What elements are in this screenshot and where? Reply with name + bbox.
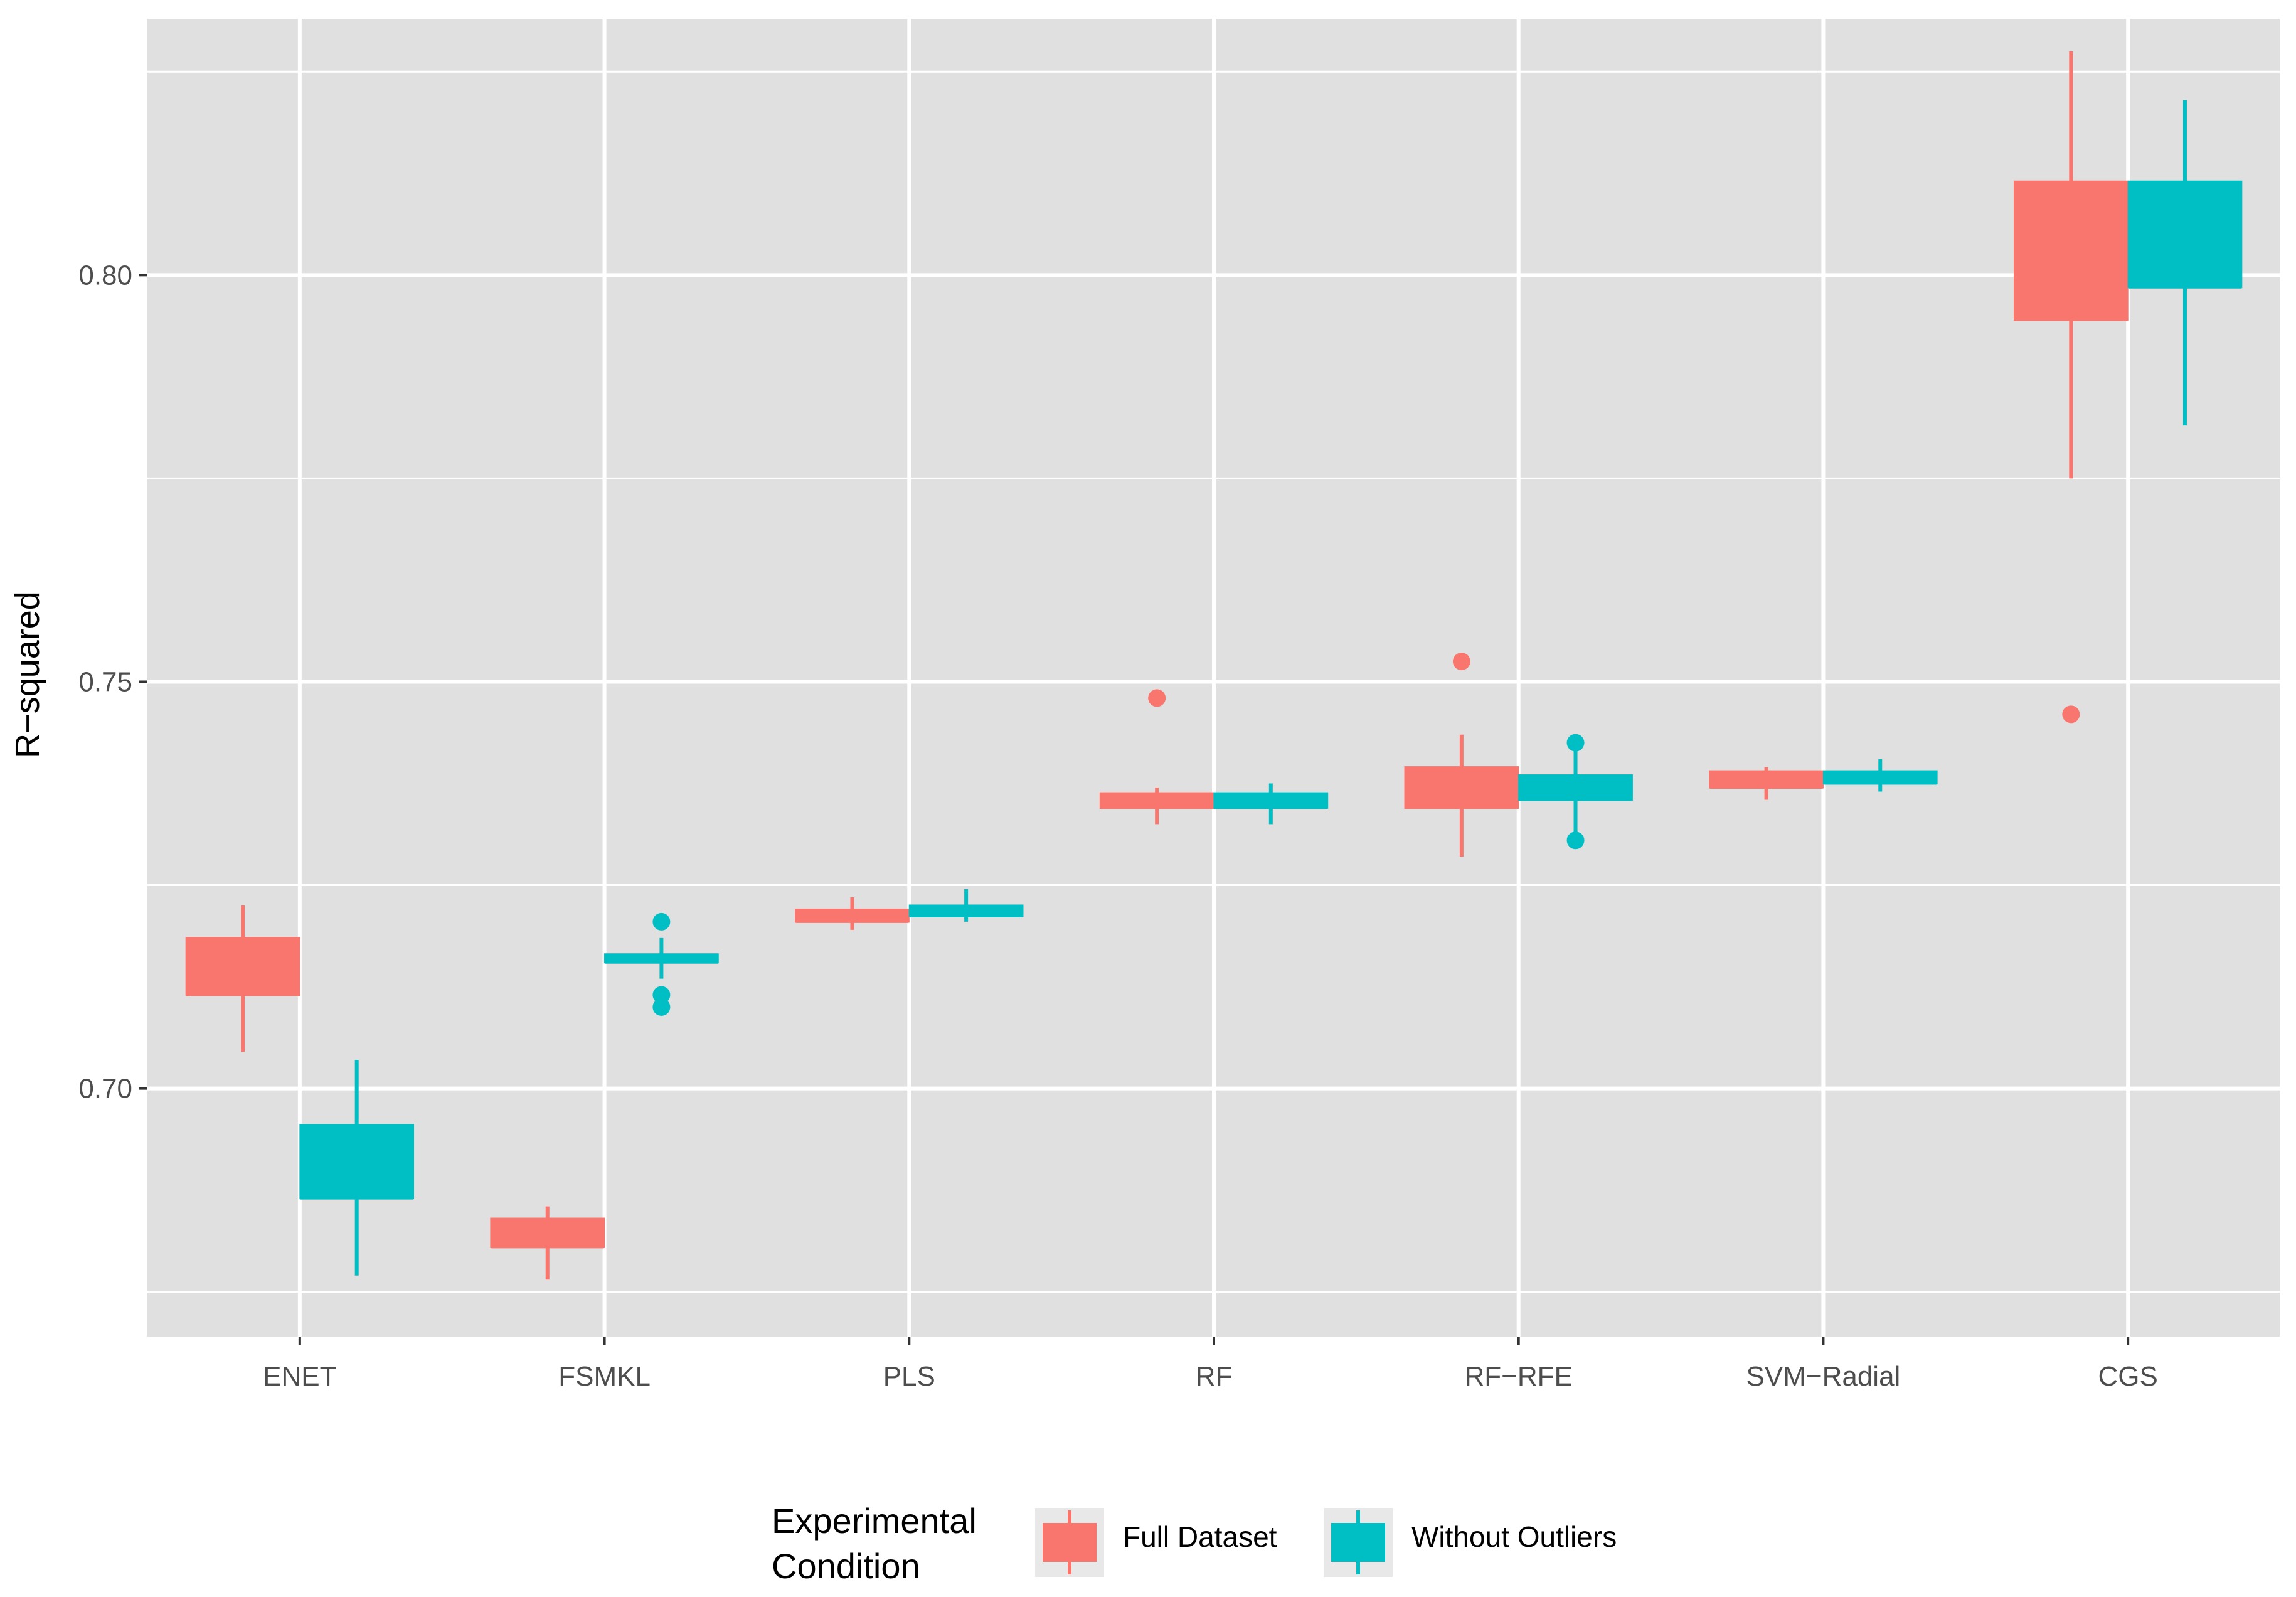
box-1-4 bbox=[1518, 734, 1633, 850]
outlier-point-0 bbox=[1148, 689, 1166, 707]
box-1-2 bbox=[908, 889, 1024, 922]
box-0-1 bbox=[490, 1206, 605, 1280]
x-tick-label-3: RF bbox=[1196, 1361, 1233, 1392]
box-body bbox=[1404, 766, 1519, 809]
x-tick-label-2: PLS bbox=[883, 1361, 935, 1392]
x-tick-label-5: SVM−Radial bbox=[1746, 1361, 1901, 1392]
legend-key-box bbox=[1331, 1523, 1385, 1562]
box-1-5 bbox=[1822, 759, 1938, 792]
legend-key-box bbox=[1043, 1523, 1097, 1562]
box-0-4 bbox=[1404, 653, 1519, 857]
x-tick-label-1: FSMKL bbox=[558, 1361, 651, 1392]
legend: Experimental Condition Full Dataset With… bbox=[772, 1501, 1617, 1586]
box-body bbox=[1099, 792, 1214, 809]
x-tick-label-4: RF−RFE bbox=[1465, 1361, 1573, 1392]
box-1-6 bbox=[2127, 100, 2243, 426]
outlier-point-0 bbox=[1452, 653, 1470, 671]
legend-label-full-dataset: Full Dataset bbox=[1123, 1520, 1277, 1553]
box-0-2 bbox=[795, 897, 910, 930]
box-body bbox=[490, 1217, 605, 1248]
box-body bbox=[2127, 180, 2243, 289]
legend-key-1 bbox=[1324, 1508, 1393, 1577]
outlier-point-0 bbox=[1566, 734, 1585, 752]
box-body bbox=[1213, 792, 1329, 809]
legend-key-0 bbox=[1035, 1508, 1104, 1577]
box-body bbox=[795, 908, 910, 923]
axes: 0.70 0.75 0.80 ENET FSMKL PLS RF RF−RFE SVM−Radi… bbox=[78, 260, 2157, 1392]
box-body bbox=[1518, 774, 1633, 801]
x-tick-label-0: ENET bbox=[263, 1361, 336, 1392]
box-0-6 bbox=[2013, 51, 2129, 724]
box-1-1 bbox=[604, 912, 719, 1016]
y-tick-label-1: 0.75 bbox=[78, 666, 132, 697]
legend-label-without-outliers: Without Outliers bbox=[1411, 1520, 1617, 1553]
outlier-point-1 bbox=[1566, 831, 1585, 850]
y-tick-label-2: 0.80 bbox=[78, 260, 132, 291]
box-1-3 bbox=[1213, 783, 1329, 825]
box-body bbox=[1822, 770, 1938, 785]
outlier-point-1 bbox=[652, 986, 671, 1004]
outlier-point-2 bbox=[652, 998, 671, 1016]
box-1-0 bbox=[299, 1060, 415, 1276]
legend-title-line2: Condition bbox=[772, 1546, 920, 1586]
outlier-point-0 bbox=[2062, 705, 2080, 724]
box-marks bbox=[185, 51, 2243, 1280]
y-axis-title: R−squared bbox=[9, 591, 46, 758]
y-tick-label-0: 0.70 bbox=[78, 1074, 132, 1104]
legend-title-line1: Experimental bbox=[772, 1501, 977, 1541]
box-body bbox=[299, 1124, 415, 1200]
x-tick-label-6: CGS bbox=[2098, 1361, 2157, 1392]
box-body bbox=[2013, 180, 2129, 321]
grid-lines bbox=[147, 19, 2280, 1337]
box-0-3 bbox=[1099, 689, 1214, 825]
outlier-point-0 bbox=[652, 912, 671, 931]
box-0-5 bbox=[1709, 767, 1824, 800]
box-body bbox=[185, 937, 300, 996]
box-0-0 bbox=[185, 905, 300, 1052]
box-body bbox=[908, 904, 1024, 917]
box-body bbox=[1709, 770, 1824, 789]
